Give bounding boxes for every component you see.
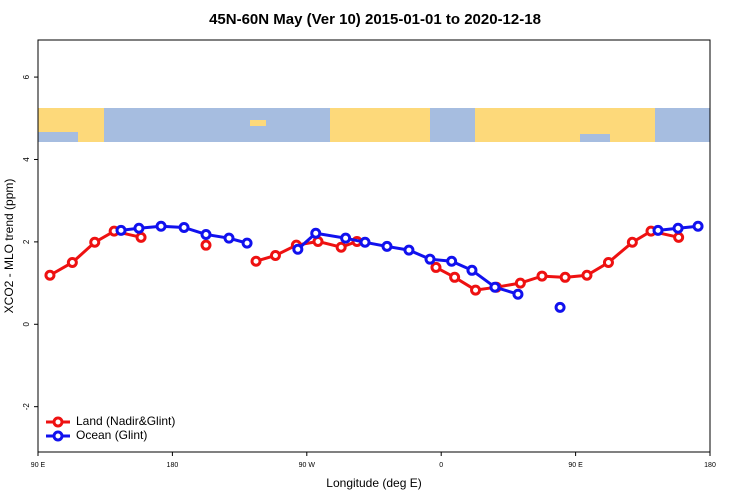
point: [424, 253, 436, 265]
point: [652, 224, 664, 236]
point: [241, 237, 253, 249]
y-tick-label: 6: [22, 74, 31, 79]
point: [626, 236, 638, 248]
x-tick-label: 90 E: [31, 462, 46, 469]
point: [335, 241, 347, 253]
point: [602, 256, 614, 268]
point: [430, 261, 442, 273]
legend-label: Ocean (Glint): [76, 428, 147, 442]
point: [446, 255, 458, 267]
point: [200, 239, 212, 251]
point: [672, 222, 684, 234]
point: [115, 224, 127, 236]
point: [44, 269, 56, 281]
point: [403, 244, 415, 256]
point: [310, 227, 322, 239]
x-tick-label: 180: [704, 462, 716, 469]
point: [340, 232, 352, 244]
legend-label: Land (Nadir&Glint): [76, 414, 175, 428]
point: [554, 301, 566, 313]
x-axis-label: Longitude (deg E): [326, 476, 421, 490]
point: [673, 231, 685, 243]
point: [692, 220, 704, 232]
point: [200, 228, 212, 240]
point: [292, 243, 304, 255]
point: [581, 269, 593, 281]
point: [559, 271, 571, 283]
point: [536, 270, 548, 282]
point: [223, 232, 235, 244]
y-tick-label: 2: [22, 239, 31, 244]
y-axis-label: XCO2 - MLO trend (ppm): [2, 179, 16, 314]
point: [155, 220, 167, 232]
point: [449, 271, 461, 283]
y-tick-label: -2: [22, 403, 31, 411]
legend-marker: [52, 430, 64, 442]
point: [135, 231, 147, 243]
point: [514, 277, 526, 289]
x-tick-label: 0: [439, 462, 443, 469]
x-tick-label: 180: [167, 462, 179, 469]
plot-frame: [37, 39, 711, 453]
point: [359, 236, 371, 248]
chart-title: 45N-60N May (Ver 10) 2015-01-01 to 2020-…: [209, 11, 541, 28]
legend-marker: [52, 416, 64, 428]
point: [470, 284, 482, 296]
x-tick-label: 90 E: [568, 462, 583, 469]
point: [466, 264, 478, 276]
point: [512, 288, 524, 300]
point: [489, 281, 501, 293]
point: [178, 221, 190, 233]
y-tick-label: 4: [22, 157, 31, 162]
point: [66, 256, 78, 268]
point: [89, 236, 101, 248]
point: [133, 222, 145, 234]
point: [250, 255, 262, 267]
y-tick-label: 0: [22, 322, 31, 327]
map-strip: [38, 108, 710, 142]
point: [269, 249, 281, 261]
point: [381, 240, 393, 252]
x-tick-label: 90 W: [299, 462, 316, 469]
